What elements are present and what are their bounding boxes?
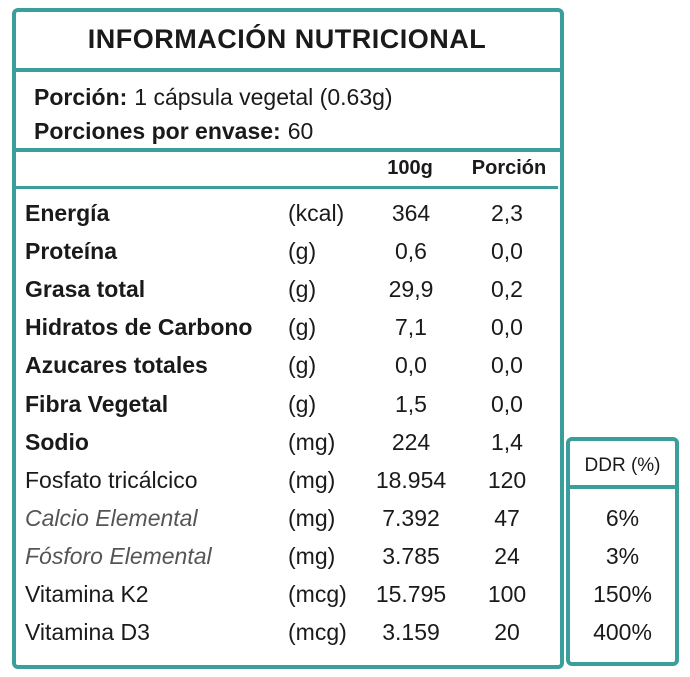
per-serving: 0,2 bbox=[491, 276, 523, 303]
per-serving: 1,4 bbox=[491, 428, 523, 455]
nutrient-name: Fibra Vegetal bbox=[25, 390, 169, 417]
nutrient-name: Proteína bbox=[25, 238, 118, 265]
per-100g: 0,6 bbox=[395, 238, 427, 265]
per-100g: 29,9 bbox=[388, 276, 434, 303]
per-serving: 2,3 bbox=[491, 200, 523, 226]
divider bbox=[12, 148, 564, 152]
servings-per-container: Porciones por envase: 60 bbox=[34, 120, 313, 143]
nutrient-name: Vitamina D3 bbox=[25, 619, 150, 646]
per-100g: 15.795 bbox=[375, 581, 447, 607]
unit: (mg) bbox=[288, 504, 336, 531]
per-serving: 0,0 bbox=[491, 352, 523, 379]
ddr-value: 400% bbox=[593, 619, 652, 646]
ddr-frame bbox=[566, 437, 679, 666]
column-header: 100g bbox=[387, 157, 433, 179]
unit: (g) bbox=[288, 352, 317, 379]
nutrient-name: Hidratos de Carbono bbox=[25, 314, 253, 341]
per-100g: 7.392 bbox=[382, 504, 440, 531]
per-serving: 120 bbox=[487, 466, 527, 493]
per-serving: 24 bbox=[494, 542, 520, 569]
column-header: Porción bbox=[471, 157, 547, 179]
per-100g: 18.954 bbox=[375, 466, 447, 493]
serving-label: Porción: bbox=[34, 84, 128, 110]
ddr-value: 3% bbox=[605, 542, 640, 569]
unit: (kcal) bbox=[288, 200, 345, 226]
ddr-value: 150% bbox=[593, 581, 652, 607]
per-serving: 100 bbox=[487, 581, 527, 607]
per-serving: 0,0 bbox=[491, 390, 523, 417]
nutrient-name: Fósforo Elemental bbox=[25, 542, 212, 569]
unit: (g) bbox=[288, 276, 317, 303]
nutrient-name: Fosfato tricálcico bbox=[25, 466, 198, 493]
per-100g: 0,0 bbox=[395, 352, 427, 379]
nutrient-name: Calcio Elemental bbox=[25, 504, 198, 531]
per-100g: 224 bbox=[391, 428, 431, 455]
unit: (mg) bbox=[288, 466, 336, 493]
nutrient-name: Sodio bbox=[25, 428, 89, 455]
unit: (mcg) bbox=[288, 581, 347, 607]
nutrient-name: Grasa total bbox=[25, 276, 146, 303]
unit: (g) bbox=[288, 238, 317, 265]
unit: (g) bbox=[288, 314, 317, 341]
nutrient-name: Vitamina K2 bbox=[25, 581, 149, 607]
unit: (mg) bbox=[288, 542, 336, 569]
divider bbox=[12, 186, 558, 189]
unit: (mcg) bbox=[288, 619, 347, 646]
per-100g: 3.785 bbox=[382, 542, 440, 569]
unit: (mg) bbox=[288, 428, 336, 455]
ddr-value: 6% bbox=[605, 504, 640, 531]
per-100g: 7,1 bbox=[395, 314, 427, 341]
nutrient-name: Azucares totales bbox=[25, 352, 208, 379]
divider bbox=[12, 68, 564, 72]
ddr-header: DDR (%) bbox=[584, 455, 661, 476]
nutrient-name: Energía bbox=[25, 200, 110, 226]
divider bbox=[566, 485, 679, 489]
unit: (g) bbox=[288, 390, 317, 417]
servings-value: 60 bbox=[287, 118, 314, 144]
title: INFORMACIÓN NUTRICIONAL bbox=[87, 24, 487, 54]
per-serving: 20 bbox=[494, 619, 520, 646]
per-serving: 47 bbox=[494, 504, 520, 531]
per-serving: 0,0 bbox=[491, 314, 523, 341]
main-frame bbox=[12, 8, 564, 669]
per-serving: 0,0 bbox=[491, 238, 523, 265]
servings-label: Porciones por envase: bbox=[34, 118, 281, 144]
per-100g: 364 bbox=[391, 200, 431, 226]
per-100g: 3.159 bbox=[382, 619, 440, 646]
serving: Porción: 1 cápsula vegetal (0.63g) bbox=[34, 86, 393, 109]
per-100g: 1,5 bbox=[395, 390, 427, 417]
serving-value: 1 cápsula vegetal (0.63g) bbox=[134, 84, 393, 110]
